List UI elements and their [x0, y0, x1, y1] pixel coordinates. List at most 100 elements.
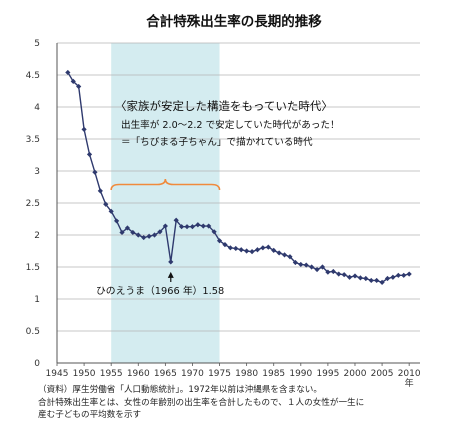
- data-point: [233, 245, 239, 252]
- data-point: [319, 264, 326, 270]
- x-tick-label: 1950: [73, 369, 96, 379]
- y-tick-label: 1: [34, 295, 40, 305]
- annotation-title: 〈家族が安定した構造をもっていた時代〉: [115, 99, 333, 113]
- data-point: [368, 277, 374, 284]
- data-point: [124, 225, 131, 231]
- data-point: [151, 232, 158, 238]
- data-point: [222, 242, 228, 248]
- data-point: [249, 249, 255, 255]
- data-point: [346, 274, 353, 280]
- data-point: [379, 279, 385, 285]
- x-tick-label: 2000: [344, 369, 367, 379]
- y-tick-label: 2: [34, 231, 40, 241]
- data-point: [238, 247, 244, 253]
- data-point: [86, 151, 93, 157]
- x-unit-label: 年: [405, 377, 414, 389]
- x-tick-label: 1955: [100, 369, 123, 379]
- data-point: [330, 268, 336, 275]
- min-annotation-label: ひのえうま（1966 年）1.58: [96, 286, 225, 297]
- data-point: [395, 272, 401, 278]
- data-point: [401, 272, 407, 278]
- data-point: [309, 264, 315, 270]
- data-point: [65, 69, 71, 76]
- data-point: [357, 275, 364, 281]
- data-point: [130, 229, 136, 236]
- data-point: [352, 273, 358, 279]
- data-point: [260, 245, 266, 251]
- data-point: [281, 252, 288, 258]
- y-tick-label: 2.5: [26, 199, 40, 209]
- data-point: [113, 218, 120, 224]
- highlight-brace: [110, 178, 221, 191]
- data-point: [157, 229, 163, 235]
- data-point: [184, 224, 190, 230]
- data-point: [141, 234, 147, 241]
- y-tick-label: 4.5: [26, 71, 40, 81]
- x-tick-label: 1960: [127, 369, 150, 379]
- data-point: [76, 83, 82, 90]
- data-point: [314, 266, 320, 273]
- data-point: [179, 224, 185, 230]
- data-point: [271, 247, 277, 253]
- data-point: [254, 247, 261, 253]
- data-point: [195, 222, 201, 228]
- data-point: [374, 277, 380, 284]
- data-point: [119, 229, 125, 236]
- x-tick-label: 2005: [371, 369, 394, 379]
- y-tick-labels: 0 0.5 1 1.5 2 2.5 3 3.5 4 4.5 5: [26, 39, 41, 369]
- y-tick-label: 3.5: [26, 135, 40, 145]
- data-point: [276, 250, 282, 256]
- chart-title: 合計特殊出生率の長期的推移: [146, 13, 322, 30]
- data-point: [303, 262, 309, 268]
- min-arrow: [167, 271, 174, 282]
- data-point: [168, 259, 174, 265]
- y-tick-label: 4: [34, 103, 40, 113]
- data-point: [216, 238, 223, 244]
- x-tick-label: 1990: [289, 369, 312, 379]
- axes: [56, 43, 420, 364]
- min-arrow-head: [167, 271, 174, 278]
- data-point: [135, 232, 141, 238]
- data-points: [65, 69, 412, 285]
- data-point: [146, 233, 152, 239]
- data-point: [227, 245, 233, 251]
- data-point: [287, 254, 293, 260]
- y-tick-label: 0.5: [26, 327, 40, 337]
- highlight-annotation: 〈家族が安定した構造をもっていた時代〉 出生率が 2.0〜2.2 で安定していた…: [115, 98, 365, 148]
- data-point: [108, 208, 114, 214]
- y-tick-label: 5: [34, 39, 40, 49]
- data-point: [70, 78, 76, 84]
- data-point: [325, 269, 331, 275]
- annotation-line-1: 出生率が 2.0〜2.2 で安定していた時代があった！: [121, 120, 340, 131]
- grid-lines: [57, 42, 420, 364]
- data-point: [162, 223, 168, 229]
- data-point: [265, 244, 271, 250]
- data-point: [103, 201, 109, 207]
- x-tick-label: 1970: [181, 369, 204, 379]
- data-point: [173, 217, 179, 223]
- data-point: [206, 223, 212, 229]
- x-tick-label: 1995: [316, 369, 339, 379]
- series-line: [67, 72, 410, 284]
- definition-note-2: 産む子どもの平均数を示す: [38, 410, 142, 420]
- y-tick-label: 3: [34, 167, 40, 177]
- data-point: [189, 224, 196, 230]
- data-point: [390, 274, 396, 280]
- data-point: [81, 126, 87, 132]
- data-point: [406, 271, 412, 277]
- data-point: [211, 229, 217, 235]
- source-note: （資料）厚生労働省「人口動態統計」。1972年以前は沖縄県を含まない。: [38, 385, 322, 395]
- x-tick-label: 1965: [154, 369, 177, 379]
- data-point: [341, 272, 347, 278]
- y-tick-label: 1.5: [26, 263, 40, 273]
- x-tick-label: 1975: [208, 369, 231, 379]
- data-point: [363, 275, 369, 282]
- y-tick-label: 0: [34, 359, 40, 369]
- data-point: [384, 275, 391, 282]
- definition-note-1: 合計特殊出生率とは、女性の年齢別の出生率を合計したもので、１人の女性が一生に: [38, 398, 365, 408]
- data-point: [92, 169, 98, 175]
- data-point: [97, 188, 103, 194]
- x-tick-labels: 1945 1950 1955 1960 1965 1970 1975 1980 1985 1990…: [46, 363, 421, 379]
- x-tick-label: 1985: [262, 369, 285, 379]
